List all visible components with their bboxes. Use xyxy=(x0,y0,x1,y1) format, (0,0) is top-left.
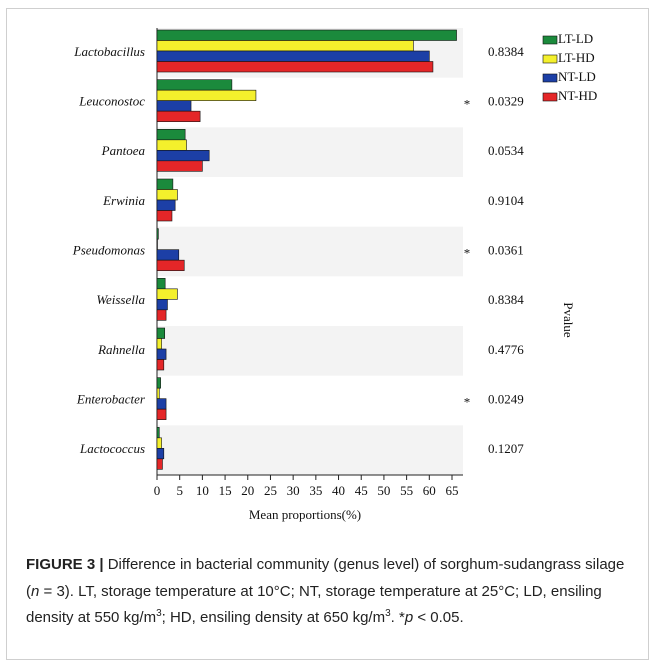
pvalue: 0.8384 xyxy=(488,292,524,307)
bar xyxy=(156,309,167,321)
bar xyxy=(156,458,163,470)
bar xyxy=(156,178,174,190)
x-axis-label: Mean proportions(%) xyxy=(249,507,361,522)
category-label: Enterobacter xyxy=(76,391,146,406)
x-tick-label: 20 xyxy=(241,483,254,498)
bar xyxy=(156,129,186,141)
legend-label: NT-LD xyxy=(558,69,596,84)
chart: Mean proportions(%) Pvalue 0 5 10 15 20 25 30 3… xyxy=(72,28,597,522)
row-band xyxy=(157,425,463,475)
x-tick-label: 35 xyxy=(309,483,322,498)
bar xyxy=(156,50,430,62)
bar xyxy=(156,278,166,290)
bar xyxy=(156,228,159,240)
row-band xyxy=(157,326,463,376)
x-tick-label: 5 xyxy=(176,483,183,498)
bar xyxy=(156,79,233,91)
significance-marker: * xyxy=(464,245,471,260)
bar xyxy=(156,160,203,172)
caption-label: FIGURE 3 | xyxy=(26,556,104,573)
caption-text: 3 xyxy=(156,608,162,619)
pvalue: 0.8384 xyxy=(488,44,524,59)
caption-text: . * xyxy=(390,609,405,626)
bar xyxy=(156,210,173,222)
bar xyxy=(156,199,176,211)
legend-label: NT-HD xyxy=(558,88,597,103)
caption-text: = 3). LT, storage temperature at 10°C; N… xyxy=(26,582,602,627)
pvalue: 0.0329 xyxy=(488,93,524,108)
bar xyxy=(156,100,192,112)
x-tick-label: 25 xyxy=(264,483,277,498)
bar xyxy=(156,150,210,162)
legend-swatch xyxy=(542,73,558,83)
significance-marker: * xyxy=(464,96,471,111)
caption-text: Difference in bacterial community (genus… xyxy=(26,556,625,600)
x-tick-label: 55 xyxy=(400,483,413,498)
bar xyxy=(156,29,457,41)
bar xyxy=(156,348,167,360)
caption-text: 3 xyxy=(385,608,391,619)
category-label: Pseudomonas xyxy=(72,242,145,257)
bar xyxy=(156,249,180,261)
pvalue: 0.9104 xyxy=(488,193,524,208)
bar xyxy=(156,299,168,311)
bar xyxy=(156,408,167,420)
bar xyxy=(156,110,201,122)
legend-swatch xyxy=(542,54,558,64)
category-label: Lactobacillus xyxy=(73,44,145,59)
category-label: Pantoea xyxy=(101,143,146,158)
pvalue: 0.4776 xyxy=(488,342,524,357)
y2-axis-label: Pvalue xyxy=(561,302,576,338)
category-label: Leuconostoc xyxy=(78,93,145,108)
x-tick-label: 45 xyxy=(355,483,368,498)
pvalue: 0.0361 xyxy=(488,242,524,257)
x-tick-label: 15 xyxy=(219,483,232,498)
category-label: Rahnella xyxy=(97,342,145,357)
figure-frame xyxy=(6,8,649,660)
x-tick-label: 60 xyxy=(423,483,436,498)
bar xyxy=(156,61,434,73)
pvalue: 0.1207 xyxy=(488,441,524,456)
bar xyxy=(156,448,165,460)
x-tick-label: 30 xyxy=(287,483,300,498)
caption: FIGURE 3 | Difference in bacterial commu… xyxy=(26,552,636,632)
x-tick-label: 65 xyxy=(446,483,459,498)
legend-swatch xyxy=(542,92,558,102)
caption-text: n xyxy=(31,582,40,600)
bar xyxy=(156,89,257,101)
x-tick-label: 50 xyxy=(377,483,390,498)
legend-swatch xyxy=(542,35,558,45)
bar xyxy=(156,338,162,350)
bar xyxy=(156,387,160,399)
bar xyxy=(156,288,178,300)
significance-marker: * xyxy=(464,394,471,409)
x-tick-label: 40 xyxy=(332,483,345,498)
bar xyxy=(156,427,160,439)
bar xyxy=(156,359,165,371)
row-band xyxy=(157,226,463,277)
bar xyxy=(156,259,185,271)
category-label: Weissella xyxy=(96,292,145,307)
bar xyxy=(156,377,161,389)
pvalue: 0.0534 xyxy=(488,143,524,158)
legend-label: LT-HD xyxy=(558,50,595,65)
caption-text: < 0.05. xyxy=(413,609,464,626)
legend-label: LT-LD xyxy=(558,31,593,46)
bar xyxy=(156,327,166,339)
caption-text: ; HD, ensiling density at 650 kg/m xyxy=(161,609,386,626)
x-tick-label: 0 xyxy=(154,483,161,498)
category-label: Erwinia xyxy=(102,193,145,208)
bar xyxy=(156,40,414,52)
bar xyxy=(156,189,178,201)
bar xyxy=(156,437,162,449)
bar xyxy=(156,139,187,151)
pvalue: 0.0249 xyxy=(488,391,524,406)
x-tick-label: 10 xyxy=(196,483,209,498)
caption-text: p xyxy=(404,609,414,626)
category-label: Lactococcus xyxy=(79,441,145,456)
bar xyxy=(156,398,167,410)
